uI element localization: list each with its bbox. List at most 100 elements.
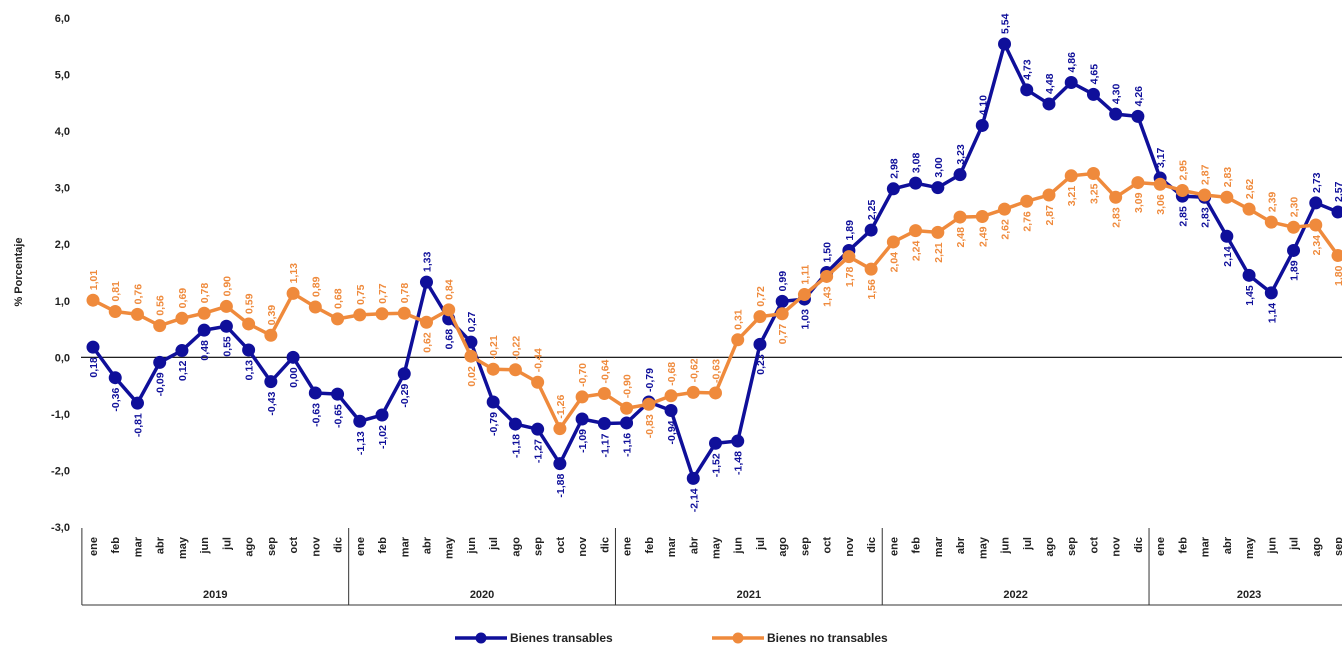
y-tick-label: -1,0 (51, 409, 70, 421)
data-label: 2,14 (1222, 246, 1234, 267)
x-tick-label: nov (310, 536, 322, 556)
data-point (375, 408, 389, 422)
legend-marker (475, 632, 487, 644)
data-point (775, 307, 789, 321)
x-tick-label: jun (1266, 537, 1278, 555)
data-label: 0,39 (266, 305, 278, 326)
x-tick-label: oct (1088, 537, 1100, 554)
data-point (397, 367, 411, 381)
x-tick-label: feb (911, 537, 923, 554)
data-label: 4,73 (1022, 59, 1034, 80)
x-tick-label: nov (577, 536, 589, 556)
data-label: 1,03 (799, 309, 811, 330)
data-label: 0,23 (755, 354, 767, 375)
data-point (397, 306, 411, 320)
data-label: 1,13 (288, 263, 300, 284)
x-tick-label: dic (333, 537, 345, 553)
data-point (864, 223, 878, 237)
data-point (642, 397, 656, 411)
data-label: 0,77 (777, 324, 789, 345)
data-label: -1,17 (599, 433, 611, 457)
data-point (886, 235, 900, 249)
data-label: 1,80 (1333, 265, 1342, 286)
data-label: 0,89 (310, 276, 322, 297)
data-label: 2,30 (1289, 197, 1301, 218)
x-tick-label: ago (510, 537, 522, 557)
data-label: -0,21 (488, 335, 500, 359)
data-label: 1,50 (822, 242, 834, 263)
data-label: -1,48 (733, 451, 745, 475)
x-tick-label: may (977, 536, 989, 559)
data-label: 1,56 (866, 279, 878, 300)
data-label: 3,17 (1155, 147, 1167, 168)
data-label: 0,75 (355, 284, 367, 305)
x-tick-label: sep (1066, 537, 1078, 556)
data-label: 3,09 (1133, 192, 1145, 213)
data-point (664, 389, 678, 403)
data-label: 0,48 (199, 340, 211, 361)
series-line (91, 39, 1339, 483)
data-point (1042, 97, 1056, 111)
data-label: -0,94 (666, 420, 678, 444)
x-tick-label: jul (488, 537, 500, 551)
x-tick-label: ago (1044, 537, 1056, 557)
data-label: 0,68 (333, 288, 345, 309)
data-label: 0,12 (177, 360, 189, 381)
data-point (464, 335, 478, 349)
x-tick-label: sep (533, 537, 545, 556)
data-point (197, 306, 211, 320)
data-label: 2,83 (1222, 167, 1234, 188)
data-point (286, 350, 300, 364)
y-tick-label: 0,0 (55, 352, 70, 364)
data-label: -0,29 (399, 384, 411, 408)
data-label: 2,98 (888, 158, 900, 179)
data-point (1175, 183, 1189, 197)
data-label: 0,69 (177, 288, 189, 309)
x-tick-label: sep (1333, 537, 1342, 556)
x-tick-label: oct (555, 537, 567, 554)
data-point (620, 401, 634, 415)
data-label: 1,89 (844, 220, 856, 241)
data-point (508, 417, 522, 431)
data-point (1086, 167, 1100, 181)
data-label: -1,02 (377, 425, 389, 449)
data-point (1131, 109, 1145, 123)
data-point (242, 343, 256, 357)
data-point (1287, 243, 1301, 257)
data-point (864, 262, 878, 276)
data-point (575, 412, 589, 426)
x-tick-label: ago (1311, 537, 1323, 557)
data-point (1242, 202, 1256, 216)
data-label: 0,62 (421, 332, 433, 353)
year-label: 2019 (203, 589, 227, 601)
x-tick-label: ene (888, 537, 900, 556)
data-label: 5,54 (1000, 13, 1012, 34)
x-tick-label: mar (399, 536, 411, 557)
x-tick-label: nov (844, 536, 856, 556)
data-point (1331, 249, 1342, 263)
data-point (1220, 229, 1234, 243)
legend-label: Bienes no transables (767, 631, 888, 645)
data-point (998, 37, 1012, 51)
x-tick-label: may (444, 536, 456, 559)
data-point (1153, 177, 1167, 191)
data-label: 0,99 (777, 271, 789, 292)
data-label: 4,10 (977, 95, 989, 116)
data-point (597, 387, 611, 401)
data-point (842, 250, 856, 264)
x-tick-label: jun (1000, 537, 1012, 555)
data-point (531, 375, 545, 389)
data-label: 2,21 (933, 242, 945, 263)
data-point (886, 182, 900, 196)
data-point (508, 363, 522, 377)
x-tick-label: feb (377, 537, 389, 554)
data-label: 2,95 (1177, 160, 1189, 181)
data-label: -2,14 (688, 488, 700, 512)
data-label: 0,59 (244, 293, 256, 314)
x-tick-label: jul (221, 537, 233, 551)
data-point (175, 344, 189, 358)
data-point (953, 210, 967, 224)
x-tick-label: ene (1155, 537, 1167, 556)
data-label: 0,00 (288, 367, 300, 388)
data-point (1309, 196, 1323, 210)
